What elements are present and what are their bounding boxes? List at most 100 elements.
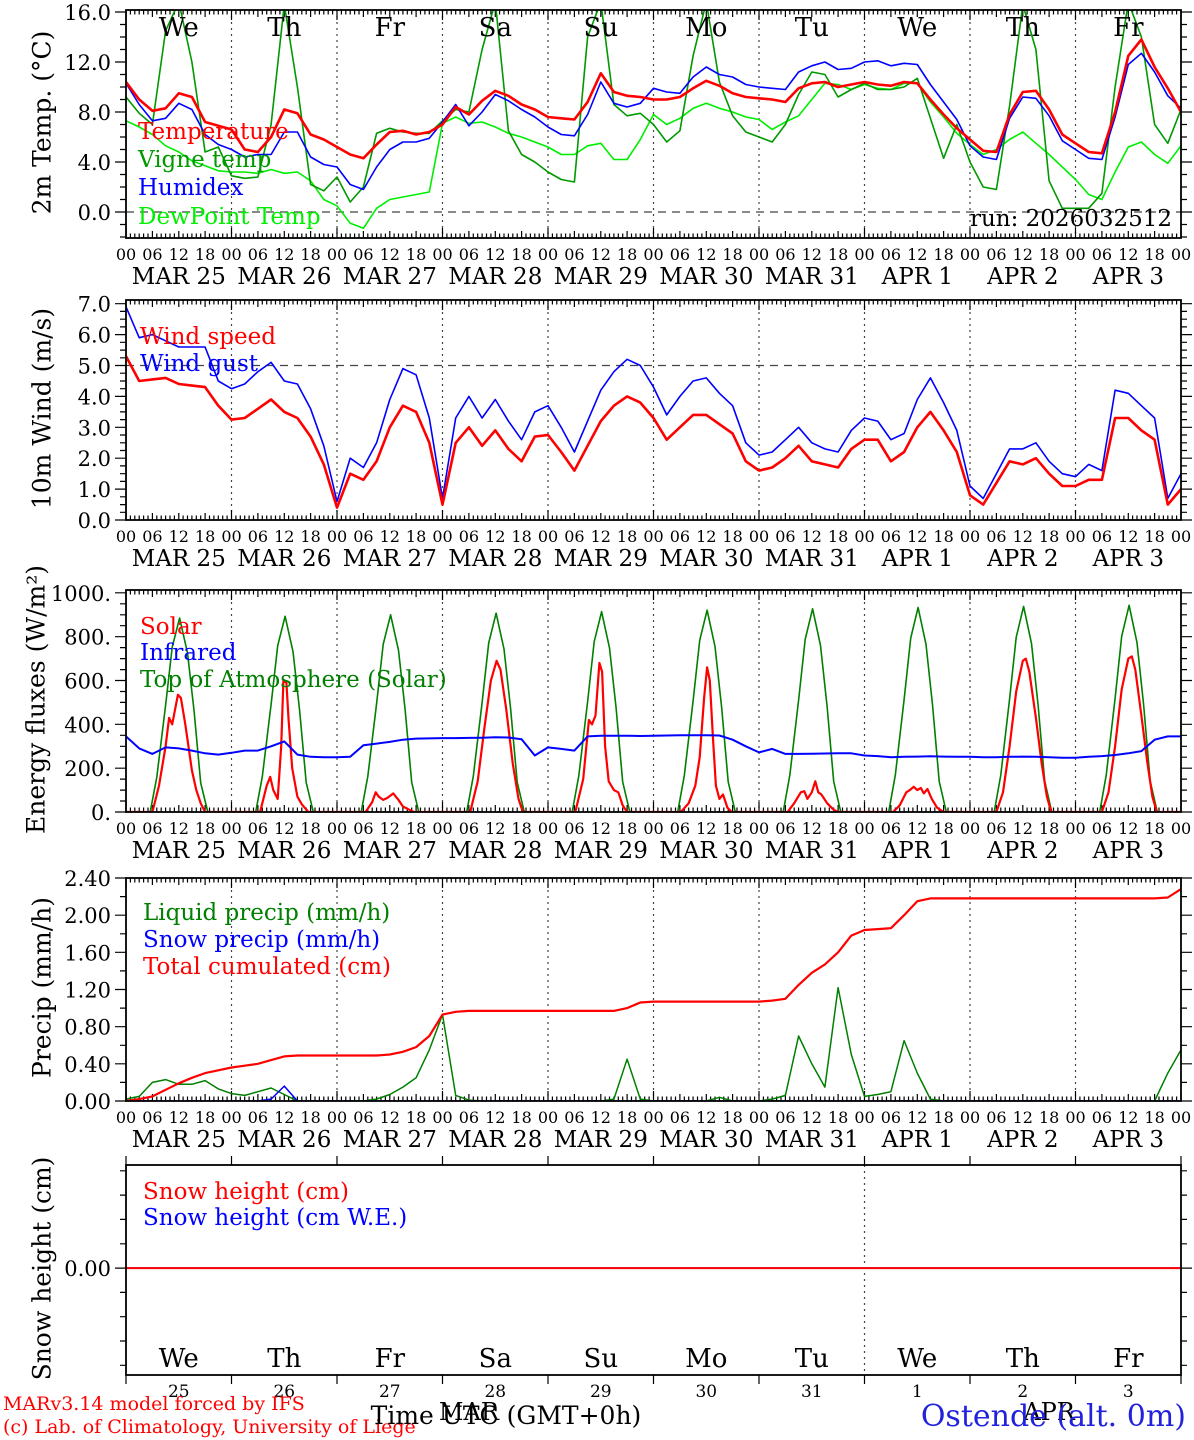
y-axis-title-wind: 10m Wind (m/s) [27,307,57,510]
day-number-label: 25 [168,1382,190,1402]
axis-ticks [115,1156,1192,1384]
hour-label: 12 [1013,1108,1033,1127]
day-number-label: 2 [1017,1382,1028,1402]
hour-label: 18 [1144,819,1164,838]
weekday-label: Th [267,13,301,43]
hour-label: 00 [749,819,769,838]
hour-label: 06 [881,819,901,838]
date-label: MAR 31 [765,1127,859,1153]
hour-label: 00 [221,819,241,838]
hour-label: 00 [960,527,980,546]
hour-label: 12 [696,245,716,264]
day-number-label: 29 [590,1382,612,1402]
panel-frame [125,877,1182,1102]
date-label: APR 2 [986,546,1058,572]
day-number-label: 3 [1123,1382,1134,1402]
legend-temperature: Temperature [138,119,289,145]
hour-label: 00 [116,527,136,546]
hour-label: 12 [169,819,189,838]
weekday-label: Su [584,13,619,43]
weekday-label: Sa [479,1344,512,1374]
weekday-label: We [159,1344,199,1374]
hour-label: 06 [775,819,795,838]
hour-label: 06 [248,245,268,264]
series-top-of-atmosphere-solar-line [126,604,1181,812]
hour-label: 00 [432,527,452,546]
y-tick-label: 0.40 [64,1053,111,1077]
hour-label: 18 [300,1108,320,1127]
legend-wind-speed: Wind speed [140,324,276,350]
date-label: MAR 30 [659,838,753,864]
hour-label: 00 [221,527,241,546]
date-label: APR 3 [1092,838,1164,864]
hour-label: 18 [195,819,215,838]
y-tick-label: 5.0 [78,355,111,379]
hour-label: 06 [459,1108,479,1127]
y-tick-label: 200. [64,757,111,781]
hour-label: 06 [459,245,479,264]
hour-label: 18 [722,527,742,546]
day-number-label: 26 [273,1382,295,1402]
hour-label: 18 [933,245,953,264]
y-tick-label: 1000. [51,582,111,606]
legend-vigne-temp: Vigne temp [138,147,272,173]
hour-label: 18 [1039,245,1059,264]
date-label: MAR 29 [554,1127,648,1153]
hour-label: 06 [353,1108,373,1127]
hour-label: 18 [300,245,320,264]
date-label: MAR 27 [343,546,437,572]
hour-label: 12 [1118,1108,1138,1127]
hour-label: 06 [670,1108,690,1127]
hour-label: 06 [353,527,373,546]
hour-label: 18 [933,1108,953,1127]
hour-label: 00 [1171,1108,1191,1127]
axis-ticks [115,590,1192,813]
hour-label: 06 [459,527,479,546]
hour-label: 18 [617,1108,637,1127]
hour-label: 18 [617,527,637,546]
date-label: MAR 27 [343,838,437,864]
hour-label: 00 [1065,527,1085,546]
hour-label: 06 [670,527,690,546]
hour-label: 18 [617,819,637,838]
hour-label: 00 [854,819,874,838]
weekday-label: Tu [795,13,829,43]
hour-label: 06 [248,1108,268,1127]
date-label: APR 3 [1092,546,1164,572]
hour-label: 18 [511,527,531,546]
hour-label: 18 [933,819,953,838]
hour-label: 18 [511,819,531,838]
y-tick-label: 2.0 [78,447,111,471]
hour-label: 12 [169,527,189,546]
hour-label: 12 [696,819,716,838]
hour-label: 00 [854,527,874,546]
hour-label: 00 [854,245,874,264]
date-label: MAR 25 [132,264,226,290]
hour-label: 18 [1039,819,1059,838]
weekday-label: Th [1006,13,1040,43]
month-label: APR [1022,1398,1075,1426]
hour-label: 18 [828,1108,848,1127]
series-humidex-line [126,52,1181,191]
y-tick-label: 600. [64,670,111,694]
hour-label: 12 [169,1108,189,1127]
hour-label: 12 [802,819,822,838]
date-label: APR 2 [986,264,1058,290]
hour-label: 12 [1013,245,1033,264]
hour-label: 06 [670,245,690,264]
hour-label: 06 [142,819,162,838]
hour-label: 06 [986,1108,1006,1127]
weekday-label: Fr [375,1344,406,1374]
y-tick-label: 2.00 [64,904,111,928]
date-label: MAR 29 [554,838,648,864]
legend-humidex: Humidex [138,175,244,201]
hour-label: 12 [802,1108,822,1127]
y-tick-label: 0.80 [64,1016,111,1040]
hour-label: 12 [169,245,189,264]
hour-label: 18 [722,245,742,264]
date-label: APR 2 [986,838,1058,864]
hour-label: 18 [1144,527,1164,546]
date-label: MAR 26 [237,264,331,290]
hour-label: 06 [986,819,1006,838]
